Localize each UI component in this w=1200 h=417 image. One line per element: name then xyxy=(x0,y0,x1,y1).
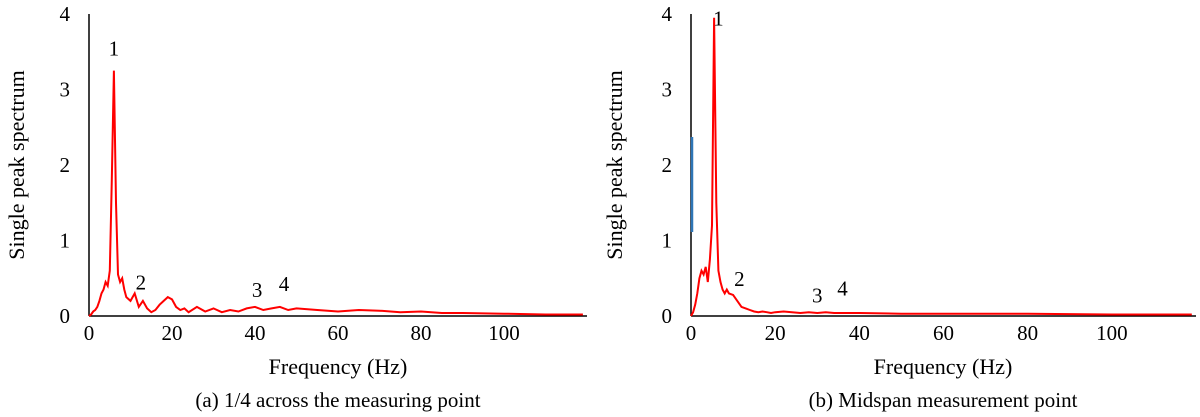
spectrum-line xyxy=(690,17,1192,317)
x-tick-label: 20 xyxy=(162,321,183,345)
y-tick-label: 3 xyxy=(60,78,71,102)
x-tick-label: 100 xyxy=(1096,321,1128,345)
y-ticks: 0 1 2 3 4 xyxy=(662,2,673,328)
x-tick-label: 20 xyxy=(765,321,786,345)
y-tick-label: 0 xyxy=(60,304,71,328)
caption-b: (b) Midspan measurement point xyxy=(809,388,1078,412)
x-ticks: 0 20 40 60 80 100 xyxy=(686,321,1128,345)
y-tick-label: 0 xyxy=(662,304,673,328)
x-tick-label: 100 xyxy=(488,321,520,345)
peak-label: 3 xyxy=(252,278,263,302)
y-ticks: 0 1 2 3 4 xyxy=(60,2,71,328)
peak-label: 4 xyxy=(279,272,290,296)
x-tick-label: 60 xyxy=(328,321,349,345)
peak-label: 1 xyxy=(109,37,120,61)
peak-label: 3 xyxy=(812,283,823,307)
y-tick-label: 4 xyxy=(60,2,71,26)
y-axis-label: Single peak spectrum xyxy=(602,70,627,259)
x-tick-label: 0 xyxy=(686,321,697,345)
caption-a: (a) 1/4 across the measuring point xyxy=(195,388,480,412)
peak-label: 1 xyxy=(713,6,724,30)
peak-label: 2 xyxy=(734,267,745,291)
y-tick-label: 3 xyxy=(662,78,673,102)
x-axis-label: Frequency (Hz) xyxy=(269,354,408,379)
x-tick-label: 40 xyxy=(849,321,870,345)
x-axis-label: Frequency (Hz) xyxy=(874,354,1013,379)
y-tick-label: 2 xyxy=(662,153,673,177)
x-tick-label: 80 xyxy=(411,321,432,345)
x-tick-label: 40 xyxy=(245,321,266,345)
x-tick-label: 60 xyxy=(933,321,954,345)
y-tick-label: 4 xyxy=(662,2,673,26)
x-tick-label: 0 xyxy=(84,321,95,345)
spectrum-line xyxy=(88,70,583,317)
x-ticks: 0 20 40 60 80 100 xyxy=(84,321,520,345)
x-tick-label: 80 xyxy=(1017,321,1038,345)
y-tick-label: 1 xyxy=(60,229,71,253)
peak-label: 2 xyxy=(136,271,147,295)
y-tick-label: 2 xyxy=(60,153,71,177)
peak-label: 4 xyxy=(837,277,848,301)
y-tick-label: 1 xyxy=(662,229,673,253)
y-axis-label: Single peak spectrum xyxy=(4,70,29,259)
